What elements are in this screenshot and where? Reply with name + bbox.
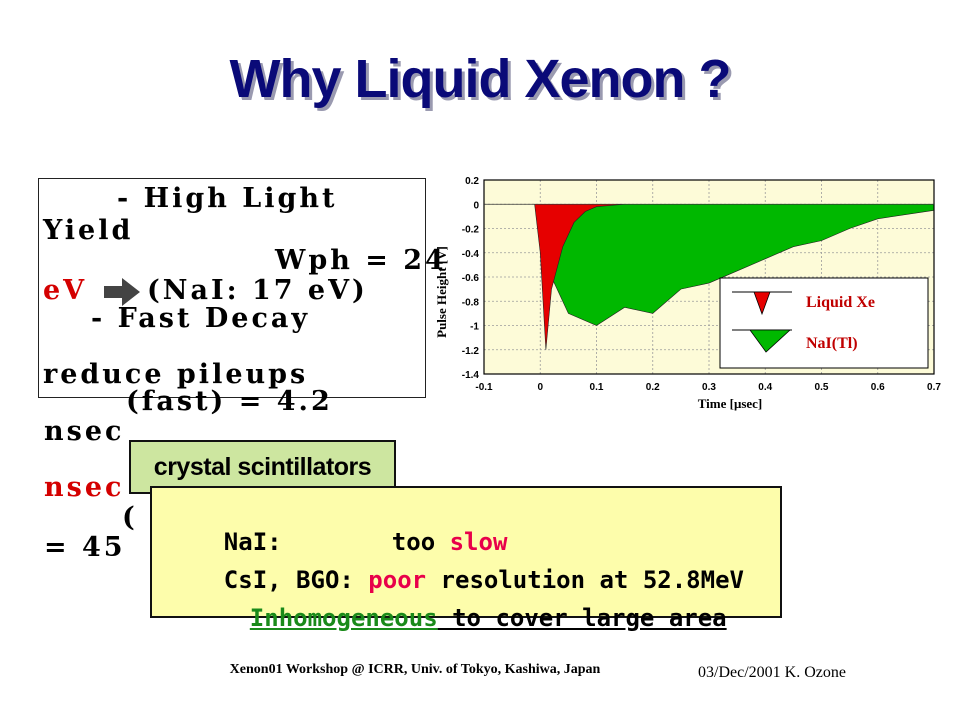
garbled-line: nsec xyxy=(44,472,125,503)
garbled-line: nsec xyxy=(44,416,125,447)
garbled-line: (fast) = 4.2 xyxy=(126,386,333,417)
inhomogeneous-desc: to cover large area xyxy=(437,604,727,632)
slide-title: Why Liquid Xenon ? xyxy=(229,49,732,109)
y-axis-label: Pulse Height [V] xyxy=(434,246,449,338)
chart-legend: Liquid Xe NaI(Tl) xyxy=(719,277,929,369)
y-tick-label: -0.4 xyxy=(462,249,480,260)
nai-desc: too xyxy=(391,528,450,556)
garbled-text-box: - High Light Yield Wph = 24 eV (NaI: 17 … xyxy=(38,178,444,398)
y-tick-label: -1.2 xyxy=(462,346,480,357)
inhomogeneous-text: Inhomogeneous xyxy=(249,604,438,632)
plot-frame xyxy=(483,179,935,375)
x-tick-label: 0.6 xyxy=(871,382,885,393)
crystal-comparison-box: NaI: too slow CsI, BGO: poor resolution … xyxy=(150,486,782,632)
pulse-height-chart: -0.1 0 0.1 0.2 0.3 0.4 0.5 0.6 0.7 0.2 0 -0.2 -0.4 -0… xyxy=(434,176,941,411)
x-tick-label: 0.7 xyxy=(927,382,941,393)
x-tick-label: 0.5 xyxy=(815,382,829,393)
nai-label: NaI: xyxy=(223,528,282,556)
csi-desc: resolution at 52.8MeV xyxy=(426,566,744,594)
y-tick-label: -0.2 xyxy=(462,225,480,236)
x-axis-label: Time [μsec] xyxy=(698,396,763,411)
y-tick-label: -0.8 xyxy=(462,297,480,308)
x-tick-label: 0 xyxy=(537,382,543,393)
garbled-line: Yield xyxy=(43,215,134,246)
y-tick-label: -0.6 xyxy=(462,273,480,284)
footer-workshop: Xenon01 Workshop @ ICRR, Univ. of Tokyo,… xyxy=(229,662,601,677)
footer-date-author: 03/Dec/2001 K. Ozone xyxy=(698,664,846,681)
x-tick-label: -0.1 xyxy=(475,382,493,393)
x-tick-label: 0.2 xyxy=(646,382,660,393)
x-tick-label: 0.3 xyxy=(702,382,716,393)
x-tick-label: 0.4 xyxy=(758,382,772,393)
legend-marker-nai xyxy=(749,329,792,353)
garbled-line: - Fast Decay xyxy=(91,303,311,334)
legend-label-nai: NaI(Tl) xyxy=(806,335,858,352)
y-tick-label: -1.4 xyxy=(462,370,480,381)
csi-label: CsI, BGO: xyxy=(223,566,369,594)
garbled-line: eV xyxy=(43,275,88,306)
slow-text: slow xyxy=(449,528,508,556)
y-tick-label: -1 xyxy=(470,322,479,333)
legend-label-liquid-xe: Liquid Xe xyxy=(806,294,875,311)
series-area-nai xyxy=(484,203,935,326)
garbled-line: = 45 xyxy=(44,532,126,563)
arrow-right-icon xyxy=(104,278,140,306)
garbled-line: ( xyxy=(122,502,151,533)
legend-marker-liquid-xe xyxy=(753,291,771,316)
y-tick-label: 0 xyxy=(473,200,479,211)
garbled-line: reduce pileups xyxy=(43,359,309,390)
x-tick-label: 0.1 xyxy=(590,382,604,393)
garbled-line: Wph = 24 xyxy=(275,245,447,276)
y-tick-label: 0.2 xyxy=(465,176,479,187)
garbled-line: - High Light xyxy=(117,183,338,214)
poor-text: poor xyxy=(368,566,427,594)
garbled-line: (NaI: 17 eV) xyxy=(147,275,368,306)
